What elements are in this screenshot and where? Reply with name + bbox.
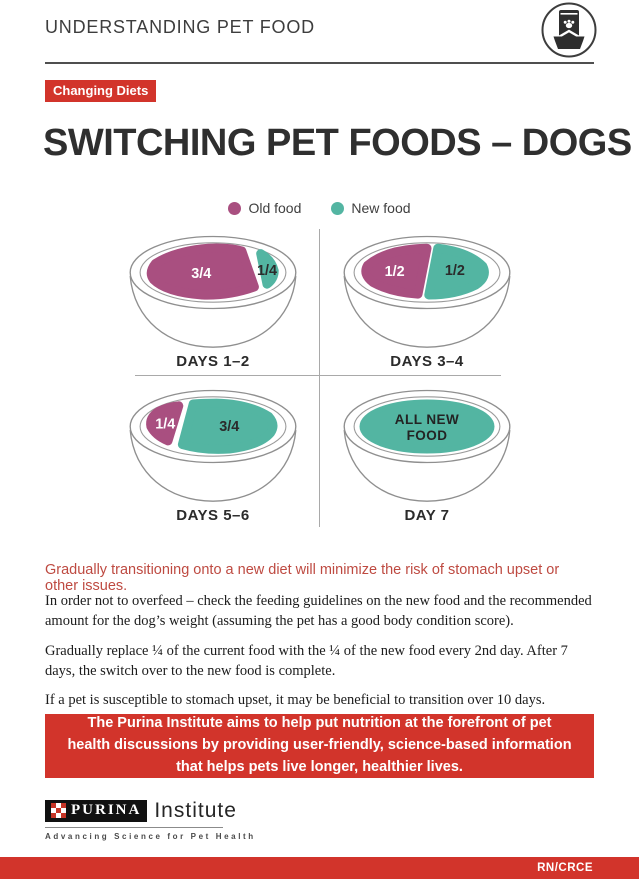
legend: Old food New food [0,200,639,216]
document-code: RN/CRCE [537,862,593,874]
purina-checkerboard-icon [51,803,66,818]
old-fraction-label: 1/4 [155,416,175,432]
bowl-cell-day-7: ALL NEW FOOD DAY 7 [321,385,533,530]
page-title: SWITCHING PET FOODS – DOGS [43,122,632,164]
bowl-cell-days-1-2: 3/4 1/4 DAYS 1–2 [107,231,319,376]
callout-text: The Purina Institute aims to help put nu… [67,715,572,775]
bowl-illustration: ALL NEW FOOD [343,389,511,502]
all-new-food-label-line1: ALL NEW [395,412,459,427]
bowl-label: DAYS 1–2 [176,353,250,370]
bottom-bar: RN/CRCE [0,857,639,879]
bowl-label: DAYS 5–6 [176,507,250,524]
bowl-cell-days-5-6: 1/4 3/4 DAYS 5–6 [107,385,319,530]
legend-item-new-food: New food [331,200,411,216]
paragraph: If a pet is susceptible to stomach upset… [45,692,546,709]
purina-wordmark-box: PURINA [45,800,148,822]
bowl-illustration: 3/4 1/4 [129,235,297,348]
old-food-color-dot [228,201,242,215]
bowl-figure-grid: 3/4 1/4 DAYS 1–2 1/2 1/2 DAYS 3–4 1/4 3/… [107,229,533,529]
brand-tagline: Advancing Science for Pet Health [45,832,256,841]
legend-item-old-food: Old food [228,200,301,216]
paragraph: In order not to overfeed – check the fee… [45,593,592,630]
old-fraction-label: 3/4 [191,266,211,282]
pet-food-bag-and-bowl-icon [540,1,598,59]
new-fraction-label: 1/4 [257,263,277,279]
legend-label: Old food [248,200,302,216]
lead-sentence: Gradually transitioning onto a new diet … [45,562,560,594]
section-badge: Changing Diets [45,80,157,102]
bowl-label: DAY 7 [404,507,450,524]
page-header-title: UNDERSTANDING PET FOOD [45,17,315,37]
old-fraction-label: 1/2 [385,264,405,280]
bowl-cell-days-3-4: 1/2 1/2 DAYS 3–4 [321,231,533,376]
new-food-color-dot [331,201,345,215]
logo-divider [45,827,223,828]
bowl-label: DAYS 3–4 [390,353,464,370]
new-fraction-label: 1/2 [445,263,465,279]
figure-vertical-divider [319,229,320,527]
all-new-food-label-line2: FOOD [407,428,448,443]
bowl-illustration: 1/2 1/2 [343,235,511,348]
purina-institute-logo: PURINA Institute Advancing Science for P… [45,799,256,841]
figure-horizontal-divider [135,375,501,376]
body-paragraphs: In order not to overfeed – check the fee… [45,591,594,719]
brand-name: PURINA [71,802,142,818]
legend-label: New food [351,200,411,216]
bowl-illustration: 1/4 3/4 [129,389,297,502]
header-divider [45,62,594,64]
brand-suffix: Institute [154,799,237,822]
purina-institute-callout: The Purina Institute aims to help put nu… [45,714,594,778]
new-fraction-label: 3/4 [219,419,239,435]
paragraph: Gradually replace ¼ of the current food … [45,642,568,679]
